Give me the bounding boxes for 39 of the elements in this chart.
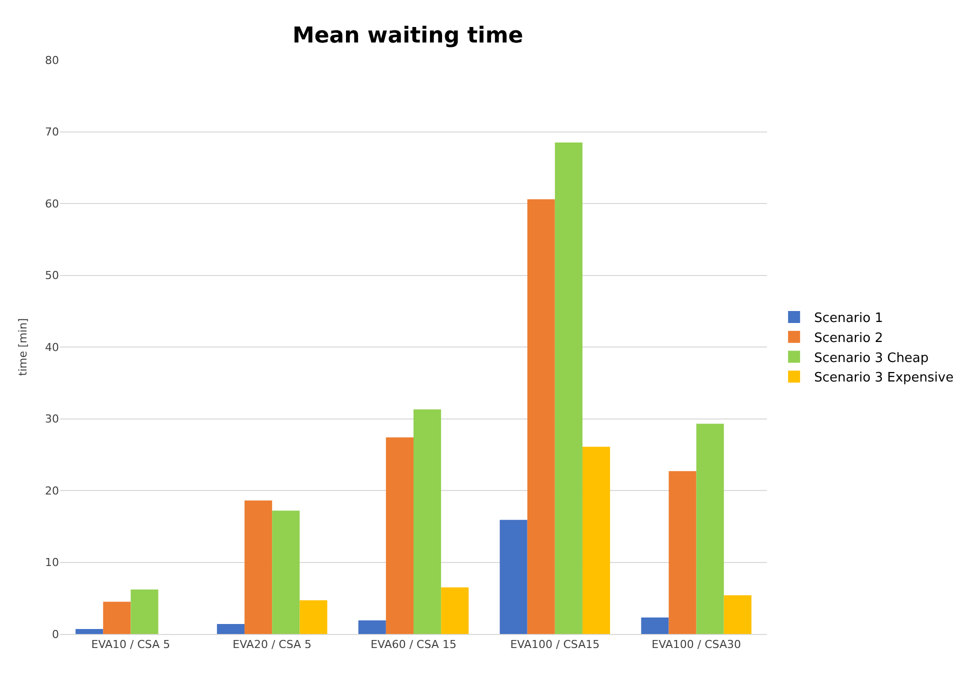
- bar: [582, 446, 610, 634]
- bar: [500, 520, 528, 634]
- bar: [244, 500, 272, 634]
- legend-label: Scenario 1: [814, 311, 883, 326]
- y-tick-label: 60: [45, 197, 59, 210]
- bar: [386, 437, 414, 634]
- x-tick-label: EVA100 / CSA15: [510, 638, 600, 652]
- bar: [358, 620, 386, 634]
- y-tick-label: 50: [45, 269, 59, 282]
- bar: [414, 409, 442, 634]
- bar: [641, 618, 669, 634]
- y-tick-label: 80: [45, 54, 59, 67]
- bar: [216, 624, 245, 634]
- y-tick-label: 20: [45, 484, 59, 498]
- x-tick-label: EVA20 / CSA 5: [232, 638, 312, 652]
- legend-label: Scenario 3 Cheap: [814, 350, 929, 366]
- bar: [103, 602, 131, 634]
- bar: [527, 199, 555, 634]
- bar: [696, 424, 724, 634]
- bar: [554, 142, 582, 634]
- bar: [272, 510, 300, 634]
- bar: [130, 590, 158, 634]
- x-tick-label: EVA10 / CSA 5: [91, 638, 170, 652]
- y-axis-title: time [min]: [16, 318, 30, 376]
- x-tick-label: EVA60 / CSA 15: [370, 638, 456, 652]
- bar: [441, 587, 469, 634]
- y-tick-label: 70: [45, 126, 59, 139]
- y-tick-label: 40: [45, 340, 59, 354]
- bar: [724, 595, 752, 634]
- bar: [300, 600, 328, 634]
- bar: [668, 471, 696, 634]
- y-tick-label: 10: [45, 556, 59, 570]
- x-tick-label: EVA100 / CSA30: [652, 638, 741, 652]
- legend-label: Scenario 3 Expensive: [814, 370, 954, 386]
- bar: [76, 628, 104, 634]
- chart-title: Mean waiting time: [292, 23, 524, 48]
- y-tick-label: 30: [45, 412, 59, 426]
- y-tick-label: 0: [52, 628, 59, 641]
- legend-label: Scenario 2: [814, 330, 883, 346]
